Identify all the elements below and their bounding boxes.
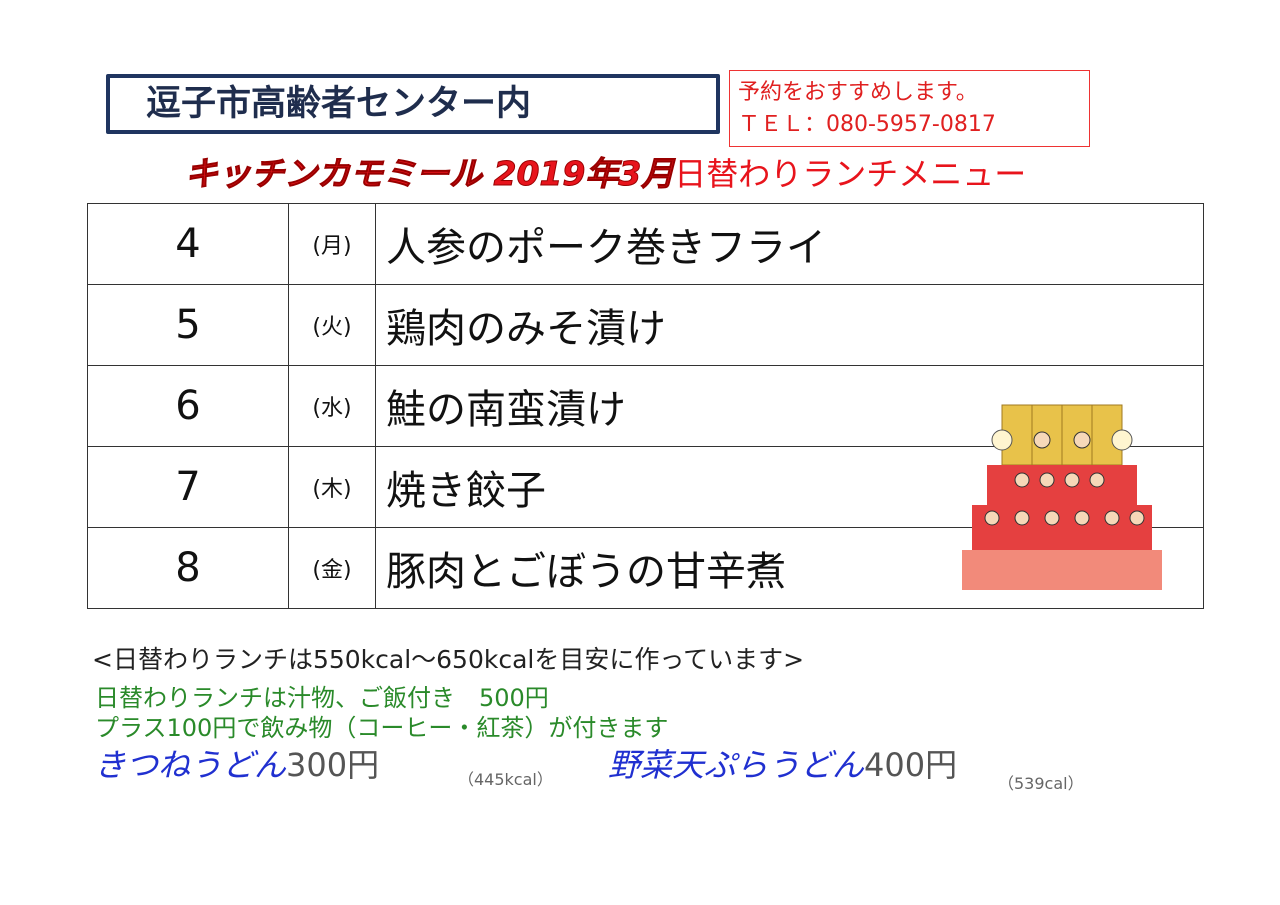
udon-kcal: （539cal） <box>998 774 1084 793</box>
day-cell: 8 <box>87 527 289 609</box>
day-cell: 7 <box>87 446 289 528</box>
table-row: 4 (月) 人参のポーク巻きフライ <box>87 203 1204 285</box>
menu-title: 日替わりランチメニュー <box>674 155 1027 193</box>
weekday-cell: (月) <box>288 203 376 285</box>
shop-title: キッチンカモミール 2019年3月 <box>184 154 675 194</box>
weekday-cell: (水) <box>288 365 376 447</box>
weekday-cell: (金) <box>288 527 376 609</box>
hina-dolls-icon <box>962 404 1162 590</box>
dish-cell: 人参のポーク巻きフライ <box>375 203 1204 285</box>
udon-name: 野菜天ぷらうどん <box>608 746 865 784</box>
udon-item: 野菜天ぷらうどん400円 <box>608 740 957 786</box>
udon-kcal: （445kcal） <box>458 770 553 789</box>
calorie-note: <日替わりランチは550kcal～650kcalを目安に作っています> <box>92 645 805 674</box>
table-row: 5 (火) 鶏肉のみそ漬け <box>87 284 1204 366</box>
table-row: 6 (水) 鮭の南蛮漬け <box>87 365 1204 447</box>
reservation-text: 予約をおすすめします。 <box>738 80 978 105</box>
day-cell: 4 <box>87 203 289 285</box>
udon-name: きつねうどん <box>94 746 287 784</box>
lunch-note: 日替わりランチは汁物、ご飯付き 500円 <box>95 684 549 712</box>
udon-price: 300円 <box>286 746 380 784</box>
page-title: キッチンカモミール 2019年3月日替わりランチメニュー <box>184 152 1027 196</box>
location-box: 逗子市高齢者センター内 <box>106 74 720 134</box>
dish-cell: 鶏肉のみそ漬け <box>375 284 1204 366</box>
tel-text: ＴＥＬ：080-5957-0817 <box>738 112 996 137</box>
udon-price: 400円 <box>864 746 958 784</box>
udon-item: きつねうどん300円 <box>94 740 379 786</box>
day-cell: 6 <box>87 365 289 447</box>
drink-note: プラス100円で飲み物（コーヒー・紅茶）が付きます <box>95 714 669 742</box>
day-cell: 5 <box>87 284 289 366</box>
weekday-cell: (木) <box>288 446 376 528</box>
weekday-cell: (火) <box>288 284 376 366</box>
reservation-box: 予約をおすすめします。 ＴＥＬ：080-5957-0817 <box>729 70 1090 147</box>
